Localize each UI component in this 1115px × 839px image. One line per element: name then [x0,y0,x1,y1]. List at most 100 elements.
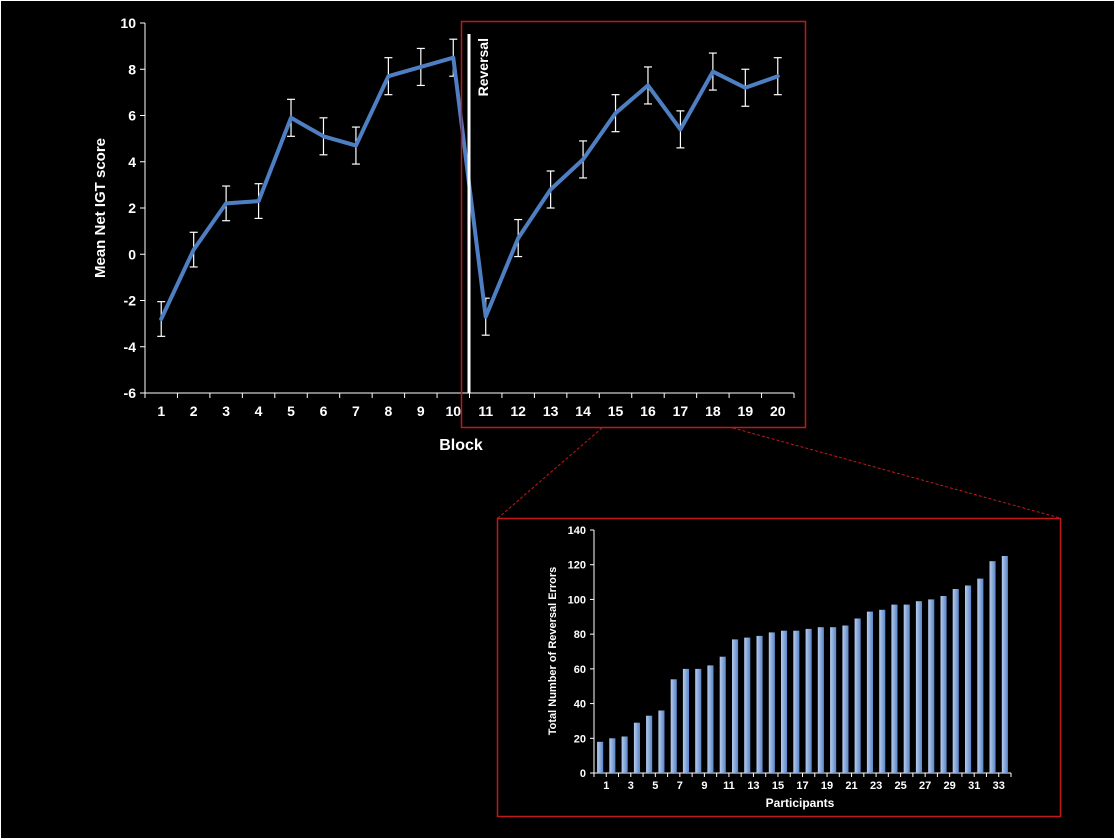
bar [633,722,640,773]
x-tick-label: 15 [608,403,624,419]
x-tick-group: 1 3 5 7 9 11 13 15 17 19 21 23 25 27 29 31 33 [593,773,1012,792]
bar [866,611,873,773]
x-tick-label: 33 [993,780,1005,792]
x-tick-label: 23 [870,780,882,792]
bar [609,738,616,773]
y-tick-label: 8 [128,61,136,77]
x-tick-label: 1 [603,780,609,792]
x-tick-label: 17 [673,403,689,419]
y-tick-label: 80 [574,629,586,641]
y-tick-group: -6 -4 -2 0 2 4 6 8 10 [120,15,145,401]
bar [830,627,837,773]
x-tick-label: 2 [190,403,198,419]
x-tick-label: 19 [738,403,754,419]
x-tick-label: 5 [652,780,658,792]
y-tick-label: 2 [128,200,136,216]
x-tick-label: 27 [919,780,931,792]
x-tick-label: 11 [723,780,735,792]
y-tick-label: -4 [124,339,137,355]
x-tick-label: 8 [384,403,392,419]
y-tick-label: 140 [568,525,586,537]
bar [744,637,751,773]
x-tick-label: 13 [543,403,559,419]
x-tick-label: 21 [845,780,857,792]
x-tick-label: 14 [575,403,591,419]
bar [965,585,972,773]
bar [732,639,739,773]
x-tick-label: 31 [968,780,980,792]
y-tick-group: 0 20 40 60 80 100 120 140 [568,525,594,780]
x-tick-label: 19 [821,780,833,792]
zoom-connector-left [497,427,603,519]
x-tick-label: 7 [677,780,683,792]
x-axis-title: Participants [766,796,835,810]
bar [793,630,800,773]
bar [891,604,898,773]
y-tick-label: -6 [124,385,137,401]
y-tick-label: 0 [128,246,136,262]
bar [915,601,922,773]
reversal-annotation: Reversal [475,38,491,96]
bar [646,715,653,773]
y-tick-label: 100 [568,594,586,606]
x-tick-label: 6 [320,403,328,419]
x-tick-label: 11 [478,403,493,419]
x-tick-label: 25 [894,780,906,792]
y-tick-label: 4 [128,154,136,170]
x-tick-label: 15 [772,780,784,792]
bar [707,665,714,773]
bar [952,589,959,773]
bar [854,618,861,773]
y-tick-label: 40 [574,699,586,711]
x-tick-label: 7 [352,403,360,419]
x-tick-label: 10 [445,403,461,419]
x-tick-label: 18 [705,403,721,419]
bar [805,628,812,773]
bar [768,632,775,773]
zoom-connector-right [732,427,1061,519]
x-tick-label: 4 [255,403,263,419]
y-tick-label: 120 [568,560,586,572]
bar [817,627,824,773]
bar [756,635,763,773]
x-axis-title: Block [439,437,483,454]
x-tick-group: 1 2 3 4 5 6 7 8 9 10 11 12 13 14 15 16 17 18 19 20 [144,393,795,419]
bar [695,668,702,773]
bar [928,599,935,773]
bar [682,668,689,773]
bar [719,656,726,773]
x-tick-label: 3 [222,403,230,419]
y-tick-label: -2 [124,293,137,309]
y-tick-label: 20 [574,733,586,745]
bar [903,604,910,773]
x-tick-label: 16 [640,403,656,419]
x-tick-label: 1 [157,403,165,419]
x-tick-label: 20 [770,403,786,419]
y-tick-label: 10 [120,15,136,31]
highlight-box [460,20,807,429]
y-tick-label: 0 [580,768,586,780]
bar [879,609,886,773]
x-tick-label: 12 [510,403,526,419]
x-tick-label: 9 [417,403,425,419]
x-tick-label: 3 [628,780,634,792]
bar [842,625,849,773]
bar [621,736,628,773]
bar [1001,556,1008,773]
y-tick-label: 6 [128,108,136,124]
bar [977,578,984,773]
x-tick-label: 17 [796,780,808,792]
y-tick-label: 60 [574,664,586,676]
y-axis-title: Total Number of Reversal Errors [547,567,559,736]
bar [597,741,604,773]
y-axis-title: Mean Net IGT score [92,138,109,278]
bar [781,630,788,773]
x-tick-label: 9 [701,780,707,792]
bar [989,561,996,773]
bar [940,596,947,773]
bar-group [597,556,1008,773]
